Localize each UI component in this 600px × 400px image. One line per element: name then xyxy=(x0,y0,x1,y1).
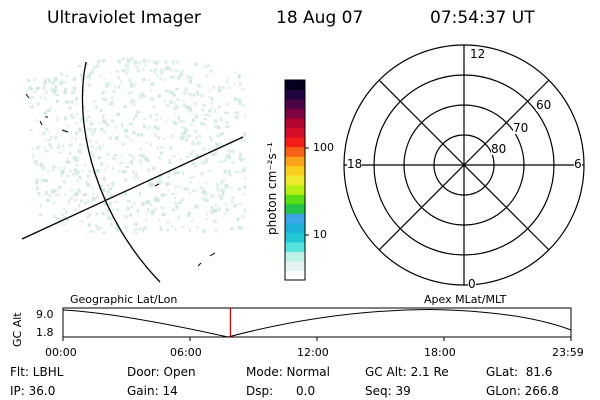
timeline-right-title: Apex MLat/MLT xyxy=(424,293,507,306)
terminator-line xyxy=(21,136,244,240)
dsp-status: Dsp: 0.0 xyxy=(246,384,316,398)
filter-status: Flt: LBHL xyxy=(10,365,64,379)
mode-status: Mode: Normal xyxy=(246,365,330,379)
timeline-ytick-max: 9.0 xyxy=(36,308,54,321)
date-label: 18 Aug 07 xyxy=(276,8,364,28)
colorbar-cell xyxy=(285,137,305,148)
mlat-label-60: 60 xyxy=(536,98,552,112)
colorbar-cell xyxy=(285,213,305,224)
colorbar-cell xyxy=(285,175,305,186)
mlat-label-80: 80 xyxy=(491,142,507,156)
seq-status: Seq: 39 xyxy=(365,384,411,398)
time-label: 07:54:37 UT xyxy=(430,8,535,28)
timeline-xtick-0600: 06:00 xyxy=(170,346,202,359)
colorbar-cell xyxy=(285,165,305,176)
timeline-xtick-0000: 00:00 xyxy=(45,346,77,359)
mlt-label-6: 6 xyxy=(574,157,582,171)
timeline-ytick-min: 1.8 xyxy=(36,326,54,339)
colorbar-cell xyxy=(285,251,305,262)
colorbar-tick-100: 100 xyxy=(313,141,334,154)
colorbar-cell xyxy=(285,108,305,119)
colorbar-cell xyxy=(285,89,305,100)
colorbar-cell xyxy=(285,260,305,271)
colorbar-cell xyxy=(285,80,305,91)
glat-status: GLat: 81.6 xyxy=(486,365,553,379)
colorbar-cell xyxy=(285,184,305,195)
colorbar-cell xyxy=(285,127,305,138)
gain-status: Gain: 14 xyxy=(127,384,178,398)
coastline-fragments xyxy=(25,93,216,267)
glon-status: GLon: 266.8 xyxy=(486,384,559,398)
mlt-label-12: 12 xyxy=(470,47,486,61)
colorbar-cell xyxy=(285,203,305,214)
timeline-xtick-1800: 18:00 xyxy=(424,346,456,359)
mlat-label-70: 70 xyxy=(513,121,529,135)
colorbar-cell xyxy=(285,156,305,167)
colorbar-tick-10: 10 xyxy=(313,228,327,241)
gc-alt-status: GC Alt: 2.1 Re xyxy=(365,365,449,379)
colorbar-cell xyxy=(285,194,305,205)
colorbar-cell xyxy=(285,270,305,281)
colorbar-cell xyxy=(285,146,305,157)
timeline-xtick-1200: 12:00 xyxy=(297,346,329,359)
timeline-left-title: Geographic Lat/Lon xyxy=(70,293,178,306)
colorbar-cell xyxy=(285,118,305,129)
colorbar-cell xyxy=(285,99,305,110)
instrument-title: Ultraviolet Imager xyxy=(47,8,201,28)
colorbar-cell xyxy=(285,222,305,233)
altitude-curve xyxy=(62,308,572,338)
mlt-label-0: 0 xyxy=(468,277,476,291)
colorbar-cell xyxy=(285,241,305,252)
earth-limb-line xyxy=(81,61,161,283)
timeline-xtick-2359: 23:59 xyxy=(552,346,584,359)
door-status: Door: Open xyxy=(127,365,196,379)
colorbar-cell xyxy=(285,232,305,243)
ip-status: IP: 36.0 xyxy=(10,384,56,398)
mlt-label-18: 18 xyxy=(347,157,363,171)
